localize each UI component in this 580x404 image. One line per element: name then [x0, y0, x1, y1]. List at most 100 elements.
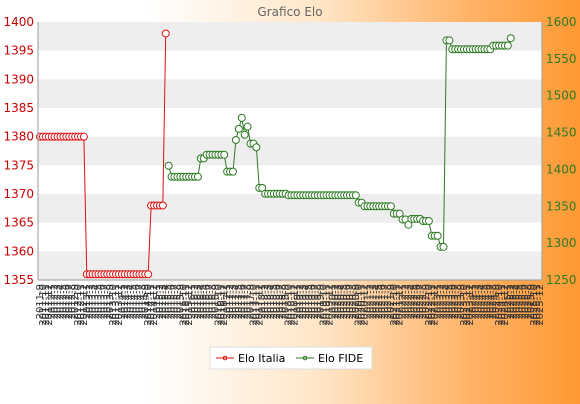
x-tick-label: 2015-1 — [152, 284, 163, 319]
x-tick-label: 2017-8 — [243, 284, 254, 319]
x-tick-label: 2014-4 — [126, 284, 137, 319]
x-tick-label: 2022-4 — [406, 284, 417, 319]
x-tick-label: 2025-5 — [515, 284, 526, 319]
x-tick-label: 2023-12 — [465, 284, 476, 326]
x-tick-label: 2012-12 — [79, 284, 90, 326]
legend-item-italia[interactable]: Elo Italia — [216, 352, 285, 365]
chart-title: Grafico Elo — [257, 5, 322, 19]
elo-fide-point[interactable] — [351, 191, 360, 200]
elo-fide-point[interactable] — [220, 150, 229, 159]
x-tick-label: 2016-2 — [190, 284, 201, 319]
x-tick-label: 2021-12 — [395, 284, 406, 326]
x-tick-label: 2015-10 — [178, 284, 189, 326]
legend-fide-label: Elo FIDE — [318, 352, 363, 365]
legend-item-fide[interactable]: Elo FIDE — [296, 352, 363, 365]
x-tick-label: 2025-9 — [526, 284, 537, 319]
x-tick-label: 2013-6 — [96, 284, 107, 319]
elo-fide-point[interactable] — [228, 167, 237, 176]
x-tick-label: 2011-12 — [44, 284, 55, 326]
x-tick-label: 2020-11 — [357, 284, 368, 326]
right-axis: 1250 1300 1350 1400 1450 1500 1550 1600 — [541, 15, 577, 287]
elo-italia-point[interactable] — [158, 201, 167, 210]
x-tick-label: 2017-2 — [225, 284, 236, 319]
x-tick-label: 2011-9 — [35, 284, 46, 319]
elo-fide-point[interactable] — [506, 34, 515, 43]
x-tick-label: 2016-7 — [205, 284, 216, 319]
elo-fide-point[interactable] — [164, 161, 173, 170]
x-tick-label: 2025-12 — [535, 284, 546, 326]
elo-fide-point[interactable] — [240, 130, 249, 139]
x-tick-label: 2025-10 — [529, 284, 540, 326]
x-tick-label: 2020-12 — [360, 284, 371, 326]
right-tick-label: 1400 — [546, 162, 577, 176]
x-tick-label: 2018-2 — [260, 284, 271, 319]
elo-fide-point[interactable] — [424, 217, 433, 226]
x-tick-label: 2021-3 — [368, 284, 379, 319]
right-tick-label: 1500 — [546, 89, 577, 103]
x-tick-label: 2018-9 — [281, 284, 292, 319]
x-tick-label: 2022-8 — [418, 284, 429, 319]
right-tick-label: 1250 — [546, 273, 577, 287]
elo-fide-point[interactable] — [445, 36, 454, 45]
elo-fide-point[interactable] — [237, 113, 246, 122]
x-tick-label: 2019-4 — [301, 284, 312, 319]
elo-italia-point[interactable] — [79, 132, 88, 141]
x-tick-label: 2022-6 — [412, 284, 423, 319]
x-tick-label: 2016-5 — [199, 284, 210, 319]
x-tick-label: 2022-9 — [421, 284, 432, 319]
x-tick-label: 2016-3 — [193, 284, 204, 319]
x-tick-label: 2024-11 — [497, 284, 508, 326]
x-tick-label: 2019-5 — [304, 284, 315, 319]
x-tick-label: 2021-4 — [371, 284, 382, 319]
elo-fide-point[interactable] — [503, 41, 512, 50]
legend-italia-marker — [222, 355, 228, 361]
x-tick-label: 2022-1 — [398, 284, 409, 319]
elo-fide-point[interactable] — [433, 231, 442, 240]
x-tick-label: 2020-4 — [336, 284, 347, 319]
elo-fide-point[interactable] — [243, 122, 252, 131]
x-tick-label: 2014-11 — [146, 284, 157, 326]
elo-fide-point[interactable] — [231, 135, 240, 144]
x-tick-label: 2021-2 — [365, 284, 376, 319]
x-tick-label: 2018-10 — [284, 284, 295, 326]
left-tick-label: 1395 — [3, 44, 34, 58]
x-tick-label: 2021-8 — [383, 284, 394, 319]
x-tick-label: 2018-4 — [266, 284, 277, 319]
x-tick-label: 2016-8 — [208, 284, 219, 319]
x-tick-label: 2014-5 — [129, 284, 140, 319]
right-tick-label: 1450 — [546, 126, 577, 140]
x-tick-label: 2022-2 — [400, 284, 411, 319]
x-tick-label: 2013-10 — [108, 284, 119, 326]
x-tick-label: 2020-9 — [351, 284, 362, 319]
x-tick-label: 2014-9 — [140, 284, 151, 319]
x-tick-label: 2025-7 — [520, 284, 531, 319]
left-tick-label: 1390 — [3, 72, 34, 86]
elo-fide-point[interactable] — [386, 202, 395, 211]
x-tick-label: 2016-1 — [187, 284, 198, 319]
x-tick-label: 2013-11 — [111, 284, 122, 326]
x-tick-label: 2020-6 — [342, 284, 353, 319]
left-axis: 1355 1360 1365 1370 1375 1380 1385 1390 1395 1400 — [3, 15, 39, 287]
x-tick-label: 2022-12 — [430, 284, 441, 326]
elo-fide-point[interactable] — [193, 172, 202, 181]
elo-fide-point[interactable] — [234, 124, 243, 133]
x-tick-label: 2016-10 — [213, 284, 224, 326]
x-tick-label: 2023-6 — [447, 284, 458, 319]
x-tick-label: 2011-10 — [38, 284, 49, 326]
x-tick-label: 2018-3 — [263, 284, 274, 319]
elo-italia-point[interactable] — [161, 29, 170, 38]
x-tick-label: 2020-10 — [354, 284, 365, 326]
legend-box — [209, 346, 373, 370]
x-tick-label: 2014-12 — [149, 284, 160, 326]
x-tick-label: 2017-11 — [251, 284, 262, 326]
x-tick-label: 2017-7 — [240, 284, 251, 319]
elo-fide-point[interactable] — [252, 143, 261, 152]
elo-italia-point[interactable] — [144, 270, 153, 279]
x-tick-label: 2024-8 — [488, 284, 499, 319]
x-tick-label: 2015-2 — [155, 284, 166, 319]
x-tick-label: 2021-9 — [386, 284, 397, 319]
elo-fide-point[interactable] — [439, 242, 448, 251]
x-tick-label: 2022-11 — [427, 284, 438, 326]
